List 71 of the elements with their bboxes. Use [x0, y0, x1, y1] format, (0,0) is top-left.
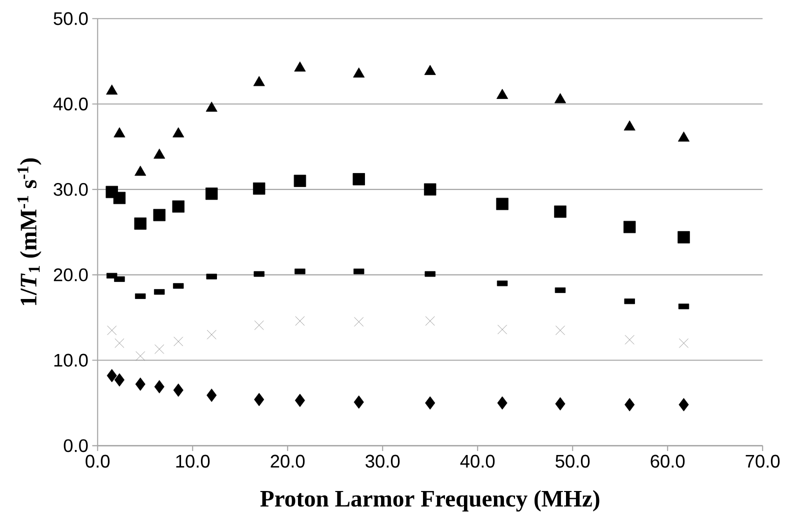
- point: [254, 392, 264, 406]
- point: [114, 373, 124, 387]
- point: [425, 396, 436, 410]
- point: [294, 62, 306, 72]
- point: [106, 84, 118, 95]
- point: [206, 388, 217, 402]
- point: [555, 397, 566, 410]
- point: [678, 132, 690, 142]
- point: [354, 317, 364, 327]
- point: [624, 120, 636, 131]
- y-tick-label: 40.0: [53, 98, 88, 111]
- point: [254, 320, 264, 330]
- point: [206, 330, 216, 340]
- x-tick-label: 50.0: [556, 454, 590, 468]
- point: [554, 93, 566, 104]
- point: [295, 316, 305, 326]
- x-tick-label: 0.0: [86, 454, 110, 468]
- point: [623, 220, 636, 234]
- point: [135, 378, 146, 391]
- point: [354, 395, 364, 409]
- point: [154, 380, 164, 394]
- point: [624, 335, 634, 345]
- y-tick-label: 10.0: [54, 354, 88, 367]
- x-tick-label: 10.0: [176, 454, 210, 468]
- point: [294, 394, 305, 408]
- point: [172, 127, 184, 138]
- point: [174, 336, 184, 346]
- point: [253, 76, 265, 86]
- point: [294, 174, 306, 188]
- x-tick-label: 40.0: [460, 454, 495, 468]
- point: [555, 326, 566, 336]
- y-tick-label: 30.0: [54, 183, 88, 196]
- point: [134, 218, 146, 230]
- point: [678, 231, 690, 244]
- point: [498, 324, 508, 334]
- x-tick-label: 30.0: [366, 454, 400, 468]
- point: [206, 188, 218, 200]
- x-tick-label: 70.0: [746, 454, 780, 468]
- point: [353, 68, 365, 78]
- point: [107, 326, 117, 336]
- y-tick-label: 20.0: [54, 268, 88, 282]
- point: [173, 384, 184, 397]
- point: [678, 338, 689, 348]
- point: [134, 166, 146, 176]
- point: [497, 396, 508, 410]
- point: [153, 208, 166, 222]
- y-tick-label: 50.0: [54, 12, 88, 26]
- y-axis-title: 1/T$_{1}$ (mM$^{-1}$ s$^{-1}$): [17, 158, 42, 306]
- point: [425, 316, 435, 326]
- point: [154, 148, 166, 159]
- point: [496, 88, 508, 99]
- point: [206, 102, 218, 112]
- point: [678, 398, 689, 412]
- point: [106, 369, 117, 382]
- point: [424, 64, 436, 76]
- point: [114, 127, 126, 138]
- point: [352, 173, 365, 186]
- point: [136, 351, 146, 361]
- x-tick-label: 20.0: [270, 454, 305, 468]
- point: [113, 192, 126, 204]
- point: [114, 338, 124, 348]
- y-tick-label: 0.0: [64, 439, 88, 452]
- point: [172, 200, 184, 213]
- point: [154, 344, 164, 354]
- point: [554, 206, 566, 218]
- point: [253, 182, 266, 195]
- x-tick-label: 60.0: [650, 454, 685, 468]
- x-axis-title: Proton Larmor Frequency (MHz): [260, 490, 600, 512]
- point: [424, 183, 436, 196]
- point: [624, 398, 635, 412]
- point: [496, 198, 508, 210]
